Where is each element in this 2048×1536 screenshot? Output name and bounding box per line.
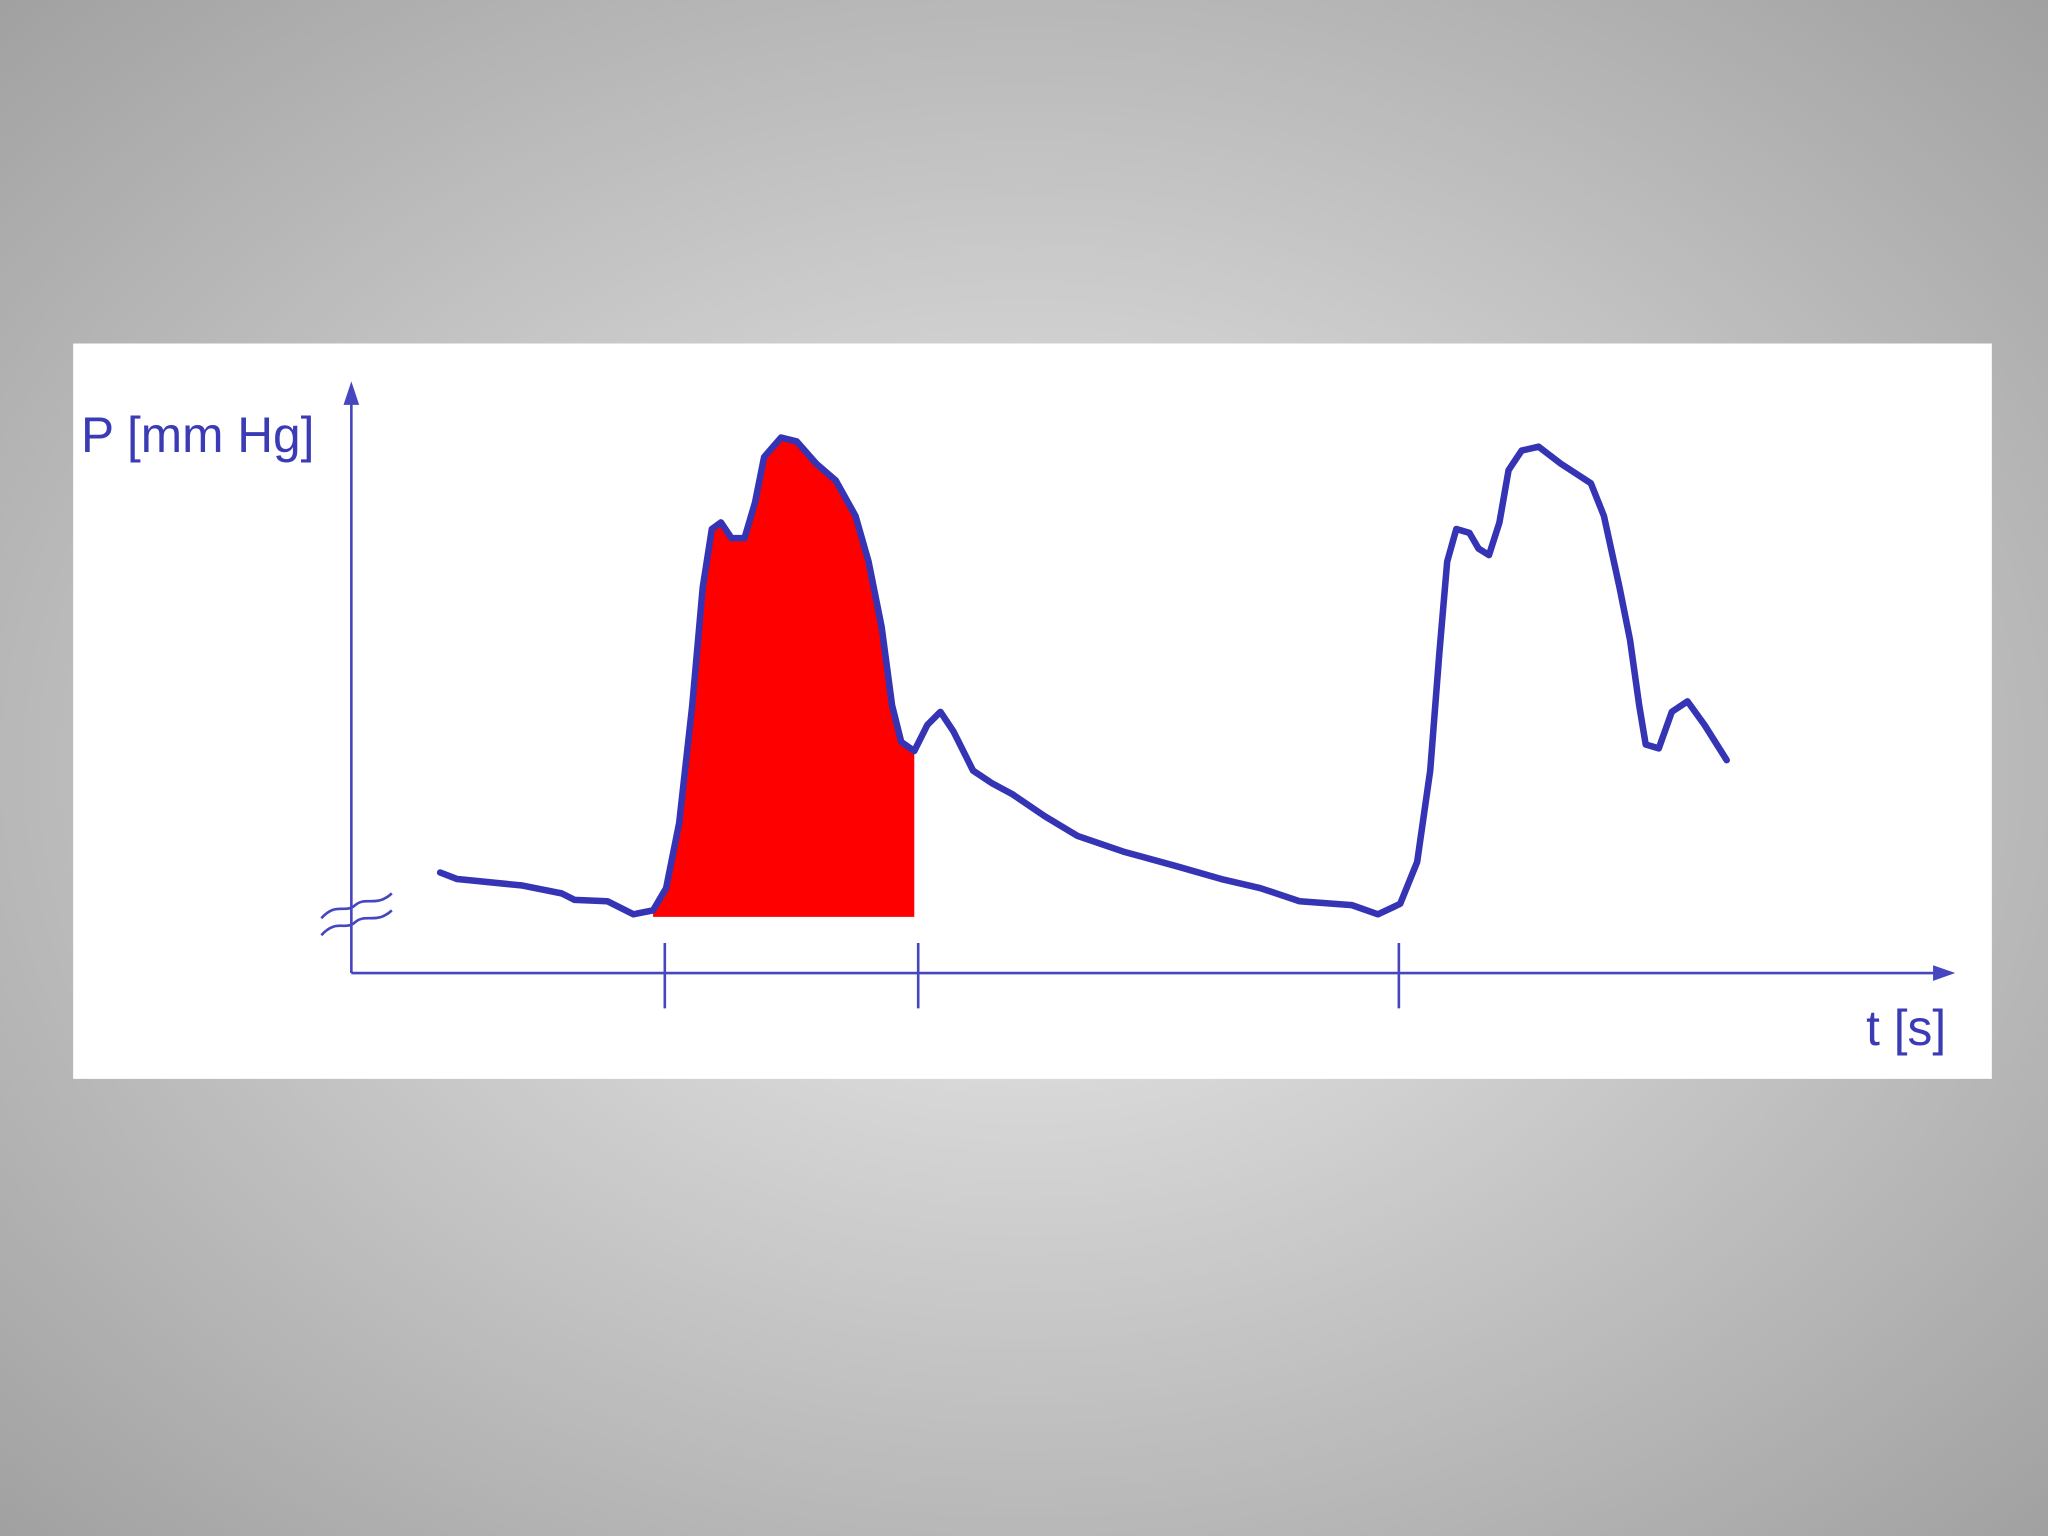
diagram-panel <box>73 343 1992 1079</box>
pressure-curve <box>436 434 1730 918</box>
y-axis-label: P [mm Hg] <box>81 407 314 463</box>
x-axis-label: t [s] <box>1866 1000 1946 1056</box>
axis-break <box>320 909 393 937</box>
x-arrow <box>1933 965 1956 981</box>
y-arrow <box>343 381 360 405</box>
axes <box>320 394 1940 1009</box>
axis-break <box>320 892 393 920</box>
shaded-area <box>653 437 915 917</box>
